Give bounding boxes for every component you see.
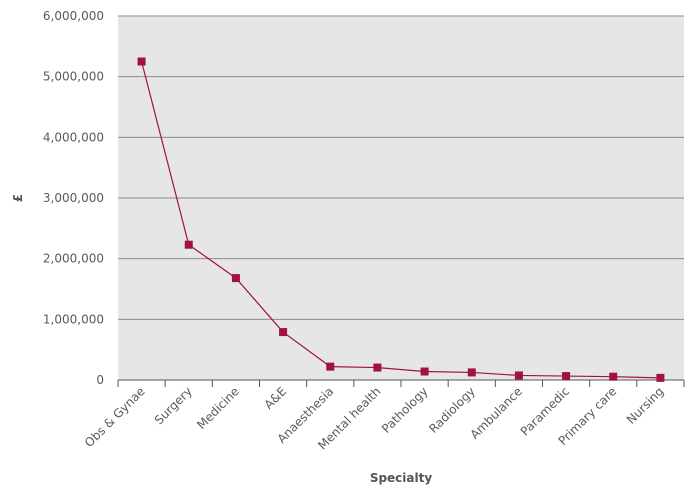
y-axis-ticks: 0 1,000,000 2,000,000 3,000,000 4,000,000 5,0… (43, 9, 104, 387)
x-tick-label: Medicine (194, 384, 242, 432)
data-point-marker (514, 371, 523, 380)
data-point-marker (137, 57, 146, 66)
y-tick-label: 4,000,000 (43, 130, 104, 144)
x-axis-title: Specialty (370, 471, 433, 485)
x-tick-label: Pathology (379, 384, 431, 436)
y-tick-label: 6,000,000 (43, 9, 104, 23)
data-point-marker (609, 372, 618, 381)
y-tick-label: 0 (96, 373, 104, 387)
data-point-marker (562, 372, 571, 381)
x-tick-label: Surgery (152, 384, 195, 427)
series-line (141, 61, 661, 379)
data-point-marker (279, 328, 288, 337)
y-tick-label: 2,000,000 (43, 252, 104, 266)
data-point-marker (184, 240, 193, 249)
x-tick-label: Nursing (624, 384, 667, 427)
gridlines (118, 15, 684, 320)
y-axis-title: £ (11, 194, 25, 202)
x-tick-label: Obs & Gynae (82, 384, 148, 450)
y-tick-label: 1,000,000 (43, 312, 104, 326)
data-point-marker (420, 367, 429, 376)
y-tick-label: 5,000,000 (43, 70, 104, 84)
y-tick-label: 3,000,000 (43, 191, 104, 205)
data-point-marker (231, 274, 240, 283)
data-point-marker (656, 373, 665, 382)
data-point-marker (373, 363, 382, 372)
data-point-marker (467, 368, 476, 377)
x-tick-label: A&E (262, 384, 290, 412)
series-group (137, 57, 665, 382)
x-axis: Obs & Gynae Surgery Medicine A&EAnaesthesia… (82, 379, 685, 452)
data-point-marker (326, 362, 335, 371)
